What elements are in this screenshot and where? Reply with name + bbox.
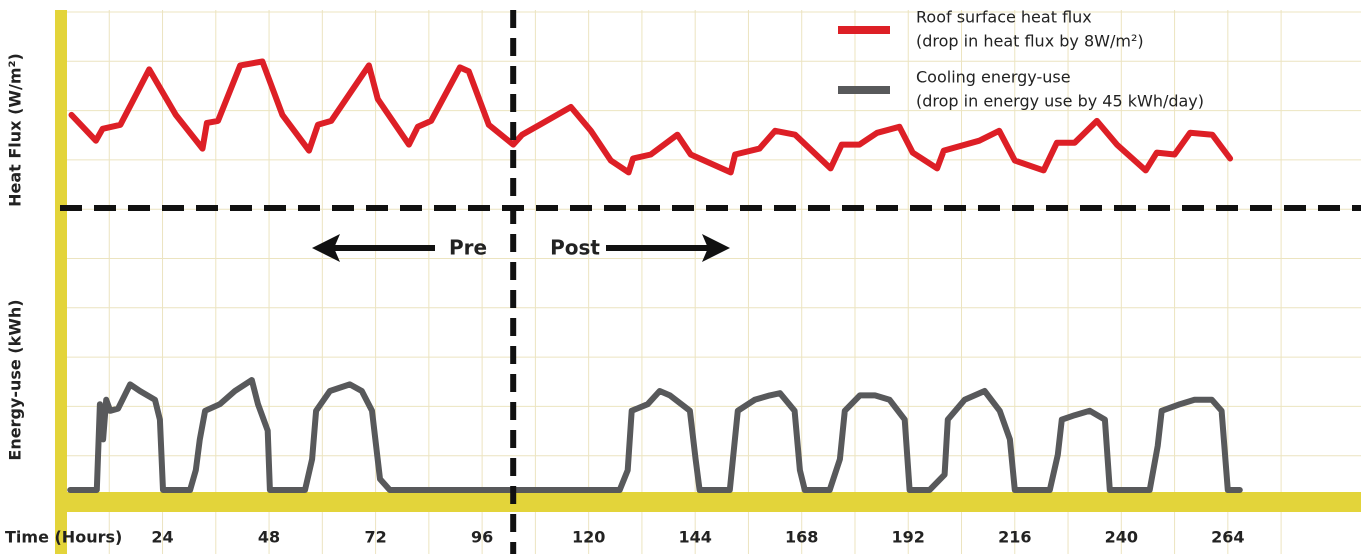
y-axis-label: Heat Flux (W/m²): [6, 53, 25, 207]
x-tick-label: 168: [785, 528, 818, 547]
x-tick-label: 120: [572, 528, 605, 547]
x-tick-label: 24: [151, 528, 173, 547]
pre-label: Pre: [449, 236, 487, 260]
x-tick-label: 264: [1211, 528, 1244, 547]
x-tick-label: 192: [892, 528, 925, 547]
legend: Roof surface heat flux (drop in heat flux…: [838, 8, 1204, 111]
post-arrow: [606, 234, 730, 262]
y2-axis-label: Energy-use (kWh): [6, 299, 25, 460]
marks: [67, 58, 1243, 493]
series-line: [67, 377, 1243, 493]
x-tick-label: 48: [258, 528, 280, 547]
x-tick-label: 240: [1105, 528, 1138, 547]
pre-arrow: [312, 234, 435, 262]
legend-note: (drop in heat flux by 8W/m²): [916, 32, 1144, 51]
legend-note: (drop in energy use by 45 kWh/day): [916, 92, 1204, 111]
x-tick-label: 216: [998, 528, 1031, 547]
legend-label: Roof surface heat flux: [916, 8, 1092, 27]
x-axis-label: Time (Hours): [5, 528, 122, 547]
legend-label: Cooling energy-use: [916, 68, 1071, 87]
x-tick-label: 72: [364, 528, 386, 547]
y-axis-bar: [55, 10, 67, 554]
x-axis-bar: [55, 492, 1361, 512]
post-label: Post: [550, 236, 600, 260]
series-line: [68, 58, 1234, 176]
x-tick-label: 144: [678, 528, 711, 547]
x-tick-label: 96: [471, 528, 493, 547]
